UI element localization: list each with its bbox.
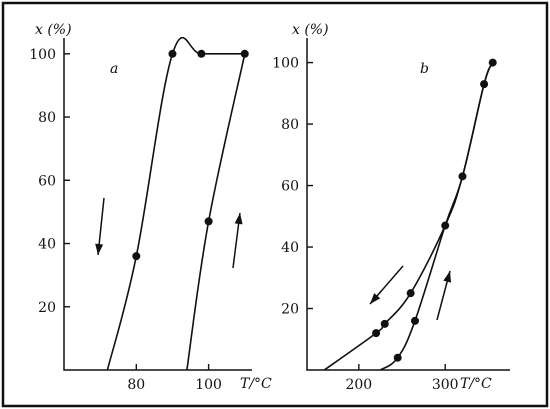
panel-b-y-tick-label: 40 (281, 240, 299, 256)
panel-b: x (%) T/°C b 20 40 60 80 100 200 300 (272, 22, 510, 393)
panel-b-axes (306, 38, 510, 371)
panel-b-y-label: x (%) (292, 22, 329, 38)
panel-a-y-ticks: 20 40 60 80 100 (29, 47, 70, 316)
panel-b-x-label: T/°C (460, 376, 492, 392)
panel-a-data-point (168, 49, 177, 58)
panel-b-data-point (458, 172, 467, 181)
panel-b-data-point (480, 80, 489, 89)
panel-b-data-point (372, 329, 381, 338)
panel-b-data-point (441, 221, 450, 230)
panel-b-markers (372, 58, 497, 362)
panel-a-y-tick-label: 100 (29, 47, 56, 63)
panel-a-x-tick-label: 80 (127, 377, 145, 393)
panel-b-data-point (406, 289, 415, 298)
panel-a-arrowhead (95, 243, 104, 255)
panel-b-data-point (488, 58, 497, 67)
panel-b-y-ticks: 20 40 60 80 100 (272, 56, 313, 318)
panel-b-data-point (393, 353, 402, 362)
panel-a-markers (132, 49, 249, 261)
panel-a-y-label: x (%) (35, 22, 72, 38)
panel-b-label: b (420, 61, 429, 77)
panel-b-y-tick-label: 80 (281, 117, 299, 133)
panel-a-data-point (197, 49, 206, 58)
panel-a-y-tick-label: 40 (38, 237, 56, 253)
panel-a-data-point (132, 252, 141, 261)
panel-a-axes (63, 38, 252, 371)
panel-a-x-tick-label: 100 (195, 377, 222, 393)
panel-b-x-tick-label: 300 (432, 377, 459, 393)
panel-b-arrowhead (370, 293, 381, 304)
panel-b-arrowhead (443, 271, 452, 283)
panel-a: x (%) T/°C a 20 40 60 80 100 80 100 (29, 22, 272, 393)
panel-b-y-tick-label: 100 (272, 56, 299, 72)
panel-b-x-ticks: 200 300 (345, 364, 459, 393)
panel-a-label: a (110, 61, 118, 77)
panel-a-data-point (240, 49, 249, 58)
panel-a-y-tick-label: 60 (38, 173, 56, 189)
panel-a-data-point (204, 217, 213, 226)
panel-a-arrows (95, 197, 243, 269)
panel-b-data-point (380, 319, 389, 328)
panel-b-y-tick-label: 20 (281, 302, 299, 318)
panel-b-x-tick-label: 200 (345, 377, 372, 393)
panel-a-arrowhead (234, 213, 243, 225)
panel-a-y-tick-label: 20 (38, 300, 56, 316)
panel-a-x-ticks: 80 100 (127, 364, 222, 393)
panel-a-y-tick-label: 80 (38, 110, 56, 126)
panel-b-data-point (410, 316, 419, 325)
panel-b-arrows (369, 265, 452, 321)
panel-a-x-label: T/°C (240, 376, 272, 392)
panel-b-y-tick-label: 60 (281, 179, 299, 195)
